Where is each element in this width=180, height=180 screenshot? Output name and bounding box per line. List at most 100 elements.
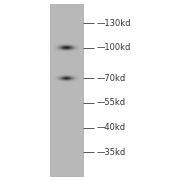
Bar: [74, 77, 75, 78]
Bar: [55, 74, 56, 75]
Bar: [67, 45, 68, 46]
Bar: [69, 50, 70, 51]
Bar: [65, 47, 66, 48]
Bar: [69, 47, 70, 48]
Bar: [57, 44, 58, 45]
Bar: [55, 82, 56, 83]
Bar: [78, 81, 79, 82]
Bar: [74, 46, 75, 47]
Bar: [58, 81, 59, 82]
Bar: [58, 74, 59, 75]
Bar: [65, 74, 66, 75]
Bar: [66, 82, 67, 83]
Bar: [68, 81, 69, 82]
Text: —35kd: —35kd: [96, 148, 126, 157]
Bar: [73, 77, 74, 78]
Bar: [69, 78, 70, 79]
Bar: [54, 51, 55, 52]
Bar: [60, 47, 61, 48]
Bar: [67, 51, 68, 52]
Bar: [61, 82, 62, 83]
Bar: [71, 79, 72, 80]
Bar: [73, 78, 74, 79]
Bar: [57, 81, 58, 82]
Bar: [69, 75, 70, 76]
Bar: [65, 44, 66, 45]
Bar: [68, 44, 69, 45]
Bar: [54, 44, 55, 45]
Bar: [63, 49, 64, 50]
Bar: [73, 50, 74, 51]
Bar: [76, 79, 77, 80]
Bar: [78, 44, 79, 45]
Bar: [68, 52, 69, 53]
Bar: [76, 44, 77, 45]
Bar: [64, 44, 65, 45]
Bar: [57, 75, 58, 76]
Bar: [66, 50, 67, 51]
Bar: [59, 82, 60, 83]
Bar: [56, 74, 57, 75]
Bar: [77, 82, 78, 83]
Bar: [70, 43, 71, 44]
Bar: [75, 50, 76, 51]
Bar: [67, 82, 68, 83]
Bar: [71, 47, 72, 48]
Bar: [63, 82, 64, 83]
Bar: [70, 45, 71, 46]
Bar: [77, 44, 78, 45]
Bar: [69, 79, 70, 80]
Bar: [77, 45, 78, 46]
Bar: [69, 76, 70, 77]
Bar: [62, 75, 63, 76]
Bar: [72, 79, 73, 80]
Bar: [55, 48, 56, 49]
Bar: [59, 76, 60, 77]
Bar: [64, 81, 65, 82]
Bar: [61, 77, 62, 78]
Bar: [77, 81, 78, 82]
Bar: [78, 51, 79, 52]
Bar: [57, 43, 58, 44]
Bar: [70, 50, 71, 51]
Bar: [67, 75, 68, 76]
Bar: [57, 49, 58, 50]
Bar: [59, 78, 60, 79]
Bar: [62, 45, 63, 46]
Bar: [62, 81, 63, 82]
Bar: [55, 46, 56, 47]
Bar: [76, 80, 77, 81]
Bar: [67, 44, 68, 45]
Bar: [77, 51, 78, 52]
Bar: [66, 47, 67, 48]
Bar: [70, 49, 71, 50]
Bar: [73, 44, 74, 45]
Bar: [60, 49, 61, 50]
Bar: [73, 43, 74, 44]
Bar: [72, 46, 73, 47]
Bar: [64, 49, 65, 50]
Bar: [68, 74, 69, 75]
Bar: [78, 82, 79, 83]
Bar: [61, 79, 62, 80]
Bar: [75, 46, 76, 47]
Bar: [63, 78, 64, 79]
Text: —40kd: —40kd: [96, 123, 125, 132]
Bar: [65, 52, 66, 53]
Bar: [54, 43, 55, 44]
Bar: [54, 48, 55, 49]
Bar: [58, 80, 59, 81]
Bar: [71, 81, 72, 82]
Bar: [71, 74, 72, 75]
Bar: [57, 45, 58, 46]
Bar: [64, 80, 65, 81]
Bar: [57, 79, 58, 80]
Bar: [69, 49, 70, 50]
Bar: [71, 46, 72, 47]
Bar: [63, 74, 64, 75]
Bar: [72, 80, 73, 81]
Bar: [60, 80, 61, 81]
Bar: [56, 52, 57, 53]
Bar: [58, 45, 59, 46]
Bar: [78, 80, 79, 81]
